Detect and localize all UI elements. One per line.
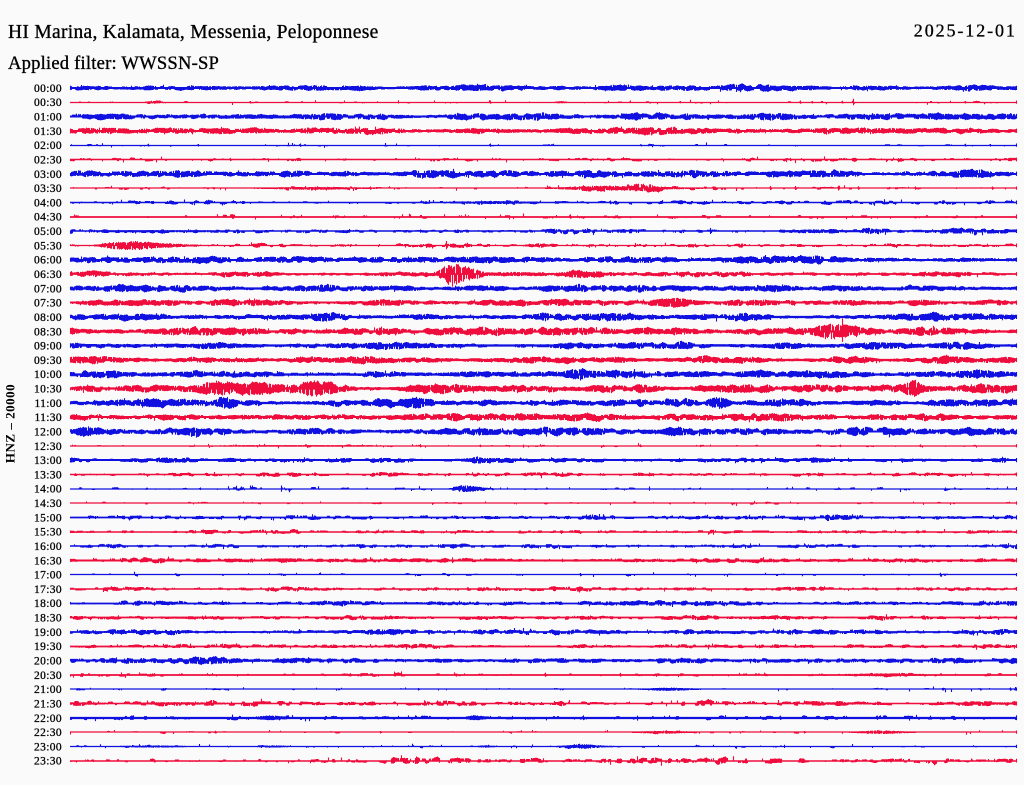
svg-text:11:00: 11:00 xyxy=(34,398,62,410)
svg-text:03:00: 03:00 xyxy=(34,169,62,181)
svg-text:21:00: 21:00 xyxy=(34,684,62,696)
svg-text:15:00: 15:00 xyxy=(34,512,62,524)
svg-text:03:30: 03:30 xyxy=(34,183,62,195)
svg-text:09:00: 09:00 xyxy=(34,341,62,353)
svg-text:08:00: 08:00 xyxy=(34,312,62,324)
svg-text:23:00: 23:00 xyxy=(34,741,62,753)
svg-text:19:30: 19:30 xyxy=(34,641,62,653)
svg-text:13:30: 13:30 xyxy=(34,469,62,481)
svg-text:02:00: 02:00 xyxy=(34,140,62,152)
svg-text:12:30: 12:30 xyxy=(34,441,62,453)
svg-text:HI Marina, Kalamata, Messenia,: HI Marina, Kalamata, Messenia, Peloponne… xyxy=(8,22,379,43)
svg-text:00:30: 00:30 xyxy=(34,97,62,109)
svg-text:17:00: 17:00 xyxy=(34,570,62,582)
svg-text:07:00: 07:00 xyxy=(34,283,62,295)
svg-text:17:30: 17:30 xyxy=(34,584,62,596)
svg-text:16:30: 16:30 xyxy=(34,555,62,567)
svg-text:15:30: 15:30 xyxy=(34,527,62,539)
svg-text:02:30: 02:30 xyxy=(34,155,62,167)
svg-text:06:00: 06:00 xyxy=(34,255,62,267)
svg-text:2025-12-01: 2025-12-01 xyxy=(914,21,1017,41)
svg-text:05:30: 05:30 xyxy=(34,240,62,252)
svg-text:23:30: 23:30 xyxy=(34,756,62,768)
svg-text:16:00: 16:00 xyxy=(34,541,62,553)
svg-text:09:30: 09:30 xyxy=(34,355,62,367)
svg-text:01:00: 01:00 xyxy=(34,112,62,124)
svg-text:13:00: 13:00 xyxy=(34,455,62,467)
svg-text:HNZ – 20000: HNZ – 20000 xyxy=(3,384,18,463)
svg-text:22:00: 22:00 xyxy=(34,713,62,725)
svg-text:00:00: 00:00 xyxy=(34,83,62,95)
svg-text:04:00: 04:00 xyxy=(34,197,62,209)
svg-text:20:30: 20:30 xyxy=(34,670,62,682)
svg-text:05:00: 05:00 xyxy=(34,226,62,238)
svg-text:19:00: 19:00 xyxy=(34,627,62,639)
svg-text:18:00: 18:00 xyxy=(34,598,62,610)
svg-text:20:00: 20:00 xyxy=(34,656,62,668)
svg-text:Applied filter: WWSSN-SP: Applied filter: WWSSN-SP xyxy=(8,53,219,74)
svg-text:10:30: 10:30 xyxy=(34,384,62,396)
svg-text:08:30: 08:30 xyxy=(34,326,62,338)
svg-text:01:30: 01:30 xyxy=(34,126,62,138)
svg-text:14:00: 14:00 xyxy=(34,484,62,496)
svg-text:22:30: 22:30 xyxy=(34,727,62,739)
svg-text:04:30: 04:30 xyxy=(34,212,62,224)
svg-text:14:30: 14:30 xyxy=(34,498,62,510)
svg-text:06:30: 06:30 xyxy=(34,269,62,281)
svg-text:07:30: 07:30 xyxy=(34,298,62,310)
svg-text:10:00: 10:00 xyxy=(34,369,62,381)
svg-text:18:30: 18:30 xyxy=(34,613,62,625)
svg-text:21:30: 21:30 xyxy=(34,698,62,710)
svg-text:11:30: 11:30 xyxy=(34,412,62,424)
svg-text:12:00: 12:00 xyxy=(34,427,62,439)
